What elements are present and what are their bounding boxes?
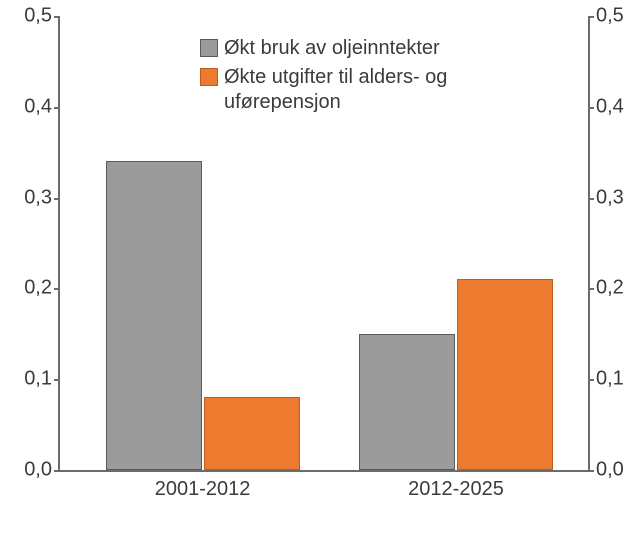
y-tick-mark: [588, 198, 594, 200]
x-tick-label: 2001-2012: [155, 470, 251, 501]
legend-swatch: [200, 39, 218, 57]
y-tick-mark: [54, 379, 60, 381]
y-tick-mark: [54, 198, 60, 200]
y-tick-mark: [54, 470, 60, 472]
bar: [204, 397, 300, 470]
bar: [457, 279, 553, 470]
y-tick-mark: [588, 470, 594, 472]
legend: Økt bruk av oljeinntekter Økte utgifter t…: [200, 36, 524, 119]
bar-chart: 0,00,00,10,10,20,20,30,30,40,40,50,52001…: [0, 0, 643, 538]
legend-item: Økt bruk av oljeinntekter: [200, 36, 524, 61]
y-tick-mark: [588, 107, 594, 109]
x-tick-label: 2012-2025: [408, 470, 504, 501]
y-tick-mark: [588, 288, 594, 290]
legend-item: Økte utgifter til alders- og uførepensjo…: [200, 65, 524, 115]
legend-label: Økt bruk av oljeinntekter: [224, 36, 440, 61]
y-tick-mark: [588, 16, 594, 18]
bar: [359, 334, 455, 470]
legend-label: Økte utgifter til alders- og uførepensjo…: [224, 65, 524, 115]
legend-swatch: [200, 68, 218, 86]
y-tick-mark: [588, 379, 594, 381]
y-tick-mark: [54, 288, 60, 290]
y-tick-mark: [54, 16, 60, 18]
y-tick-mark: [54, 107, 60, 109]
bar: [106, 161, 202, 470]
